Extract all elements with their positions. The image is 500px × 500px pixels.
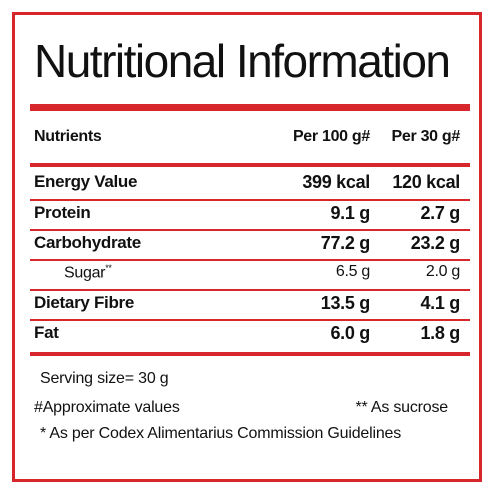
table-row: Fat 6.0 g 1.8 g bbox=[34, 320, 460, 350]
table-bottom-divider bbox=[30, 352, 470, 356]
label-frame bbox=[12, 12, 482, 482]
title-divider bbox=[30, 104, 470, 111]
nutrient-name: Fat bbox=[34, 323, 59, 342]
nutrient-name: Carbohydrate bbox=[34, 233, 141, 252]
value-per-30g: 2.7 g bbox=[420, 203, 460, 223]
serving-size: Serving size= 30 g bbox=[40, 370, 169, 387]
page-title: Nutritional Information bbox=[34, 35, 451, 87]
table-row: Sugar** 6.5 g 2.0 g bbox=[34, 260, 460, 290]
value-per-30g: 23.2 g bbox=[410, 233, 461, 253]
table-row: Energy Value 399 kcal 120 kcal bbox=[34, 169, 460, 199]
value-per-30g: 4.1 g bbox=[420, 293, 460, 313]
value-per-30g: 2.0 g bbox=[425, 263, 460, 280]
nutrient-name: Energy Value bbox=[34, 172, 138, 191]
table-header: Nutrients Per 100 g# Per 30 g# bbox=[34, 126, 460, 152]
header-per-30g: Per 30 g# bbox=[391, 128, 461, 145]
sucrose-note: ** As sucrose bbox=[355, 399, 448, 416]
value-per-30g: 1.8 g bbox=[420, 323, 460, 343]
nutrient-name: Sugar** bbox=[64, 263, 112, 282]
row-divider bbox=[30, 259, 470, 261]
row-divider bbox=[30, 319, 470, 321]
table-row: Dietary Fibre 13.5 g 4.1 g bbox=[34, 290, 460, 320]
footnote-mark: ** bbox=[105, 263, 112, 273]
row-divider bbox=[30, 199, 470, 201]
value-per-100g: 399 kcal bbox=[302, 172, 370, 192]
codex-note: * As per Codex Alimentarius Commission G… bbox=[40, 425, 402, 442]
value-per-100g: 9.1 g bbox=[330, 203, 370, 223]
value-per-30g: 120 kcal bbox=[392, 172, 460, 192]
nutrient-name: Dietary Fibre bbox=[34, 293, 135, 312]
value-per-100g: 13.5 g bbox=[320, 293, 371, 313]
nutrient-name-text: Sugar bbox=[64, 264, 106, 282]
header-per-100g: Per 100 g# bbox=[292, 128, 370, 145]
value-per-100g: 6.0 g bbox=[330, 323, 370, 343]
row-divider bbox=[30, 229, 470, 231]
nutrient-name: Protein bbox=[34, 203, 91, 222]
header-divider bbox=[30, 163, 470, 167]
value-per-100g: 77.2 g bbox=[320, 233, 371, 253]
table-row: Protein 9.1 g 2.7 g bbox=[34, 200, 460, 230]
approx-note: #Approximate values bbox=[34, 399, 180, 416]
value-per-100g: 6.5 g bbox=[335, 263, 370, 280]
row-divider bbox=[30, 289, 470, 291]
table-row: Carbohydrate 77.2 g 23.2 g bbox=[34, 230, 460, 260]
header-nutrients: Nutrients bbox=[34, 128, 102, 145]
